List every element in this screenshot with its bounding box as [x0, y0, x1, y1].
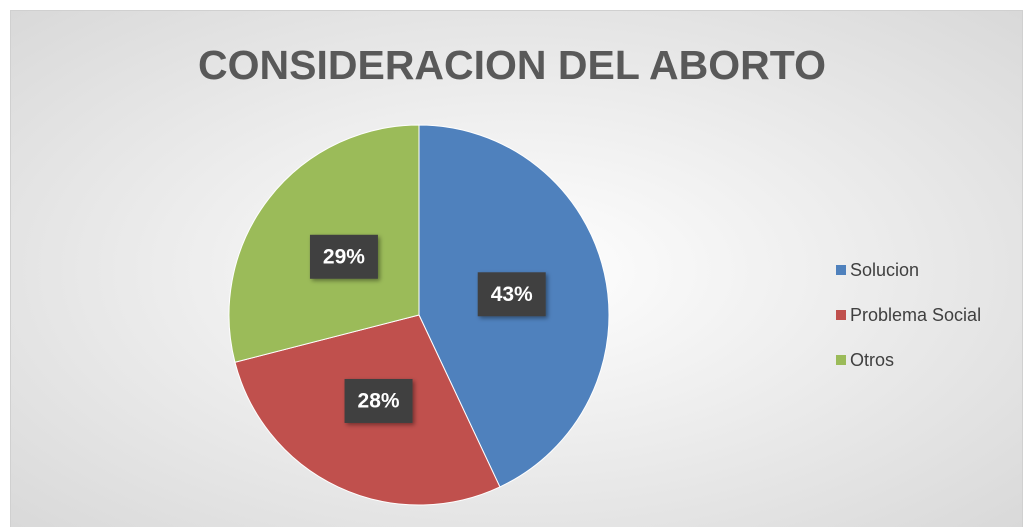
data-label-box	[309, 234, 378, 279]
data-label-box	[477, 272, 546, 317]
legend-swatch	[836, 310, 846, 320]
chart-title: CONSIDERACION DEL ABORTO	[198, 42, 826, 88]
legend-text: Problema Social	[850, 305, 981, 325]
legend-text: Otros	[850, 350, 894, 370]
data-label: 28%	[358, 390, 400, 413]
legend-swatch	[836, 355, 846, 365]
legend-swatch	[836, 265, 846, 275]
data-label: 29%	[323, 245, 365, 268]
legend-text: Solucion	[850, 260, 919, 280]
data-label: 43%	[491, 283, 533, 306]
data-label-box	[344, 378, 413, 423]
